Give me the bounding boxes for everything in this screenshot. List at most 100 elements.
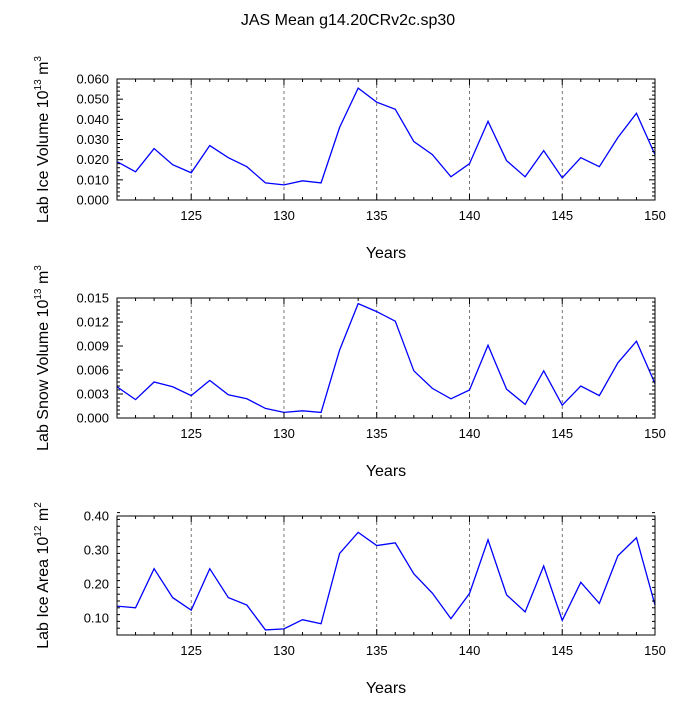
data-point [468,163,470,165]
y-tick-label: 0.012 [76,315,109,330]
data-point [264,182,266,184]
x-tick-label: 150 [644,643,666,658]
data-point [246,166,248,168]
data-point [264,407,266,409]
data-point [487,344,489,346]
data-point [580,385,582,387]
y-axis-label: Lab Snow Volume 1013 m3 [33,265,52,451]
data-point [209,568,211,570]
data-point [357,302,359,304]
data-point [338,349,340,351]
data-point [264,629,266,631]
data-point [617,136,619,138]
data-point [542,565,544,567]
data-point [524,176,526,178]
y-tick-label: 0.040 [76,112,109,127]
data-point [394,542,396,544]
data-point [320,411,322,413]
data-point [134,398,136,400]
y-tick-label: 0.10 [84,611,109,626]
data-point [413,370,415,372]
data-point [468,592,470,594]
data-point [227,156,229,158]
data-point [598,602,600,604]
y-tick-label: 0.000 [76,411,109,426]
data-point [617,362,619,364]
data-point [431,592,433,594]
x-tick-label: 135 [366,643,388,658]
data-point [153,568,155,570]
data-point [338,126,340,128]
x-tick-label: 150 [644,208,666,223]
data-point [394,108,396,110]
data-point [580,581,582,583]
data-point [301,410,303,412]
x-tick-label: 140 [459,426,481,441]
x-tick-label: 145 [551,208,573,223]
y-tick-label: 0.020 [76,152,109,167]
x-tick-label: 135 [366,426,388,441]
data-point [153,147,155,149]
y-tick-label: 0.050 [76,92,109,107]
series-line [116,302,656,414]
data-point [171,596,173,598]
data-point [357,87,359,89]
data-point [505,159,507,161]
x-tick-label: 125 [180,426,202,441]
y-tick-label: 0.015 [76,291,109,306]
data-point [376,310,378,312]
x-tick-label: 125 [180,208,202,223]
data-point [542,370,544,372]
data-point [598,394,600,396]
data-point [301,619,303,621]
y-tick-label: 0.030 [76,132,109,147]
y-axis-label: Lab Ice Volume 1013 m3 [33,56,52,223]
data-point [246,604,248,606]
plot-frame [116,515,656,636]
y-tick-label: 0.30 [84,543,109,558]
data-point [394,320,396,322]
data-point [450,176,452,178]
y-tick-label: 0.060 [76,72,109,87]
series-line [116,87,656,186]
data-point [171,386,173,388]
data-point [524,611,526,613]
data-point [561,404,563,406]
data-point [487,539,489,541]
x-tick-label: 150 [644,426,666,441]
data-point [542,149,544,151]
data-point [246,398,248,400]
data-point [283,184,285,186]
data-point [209,379,211,381]
data-point [598,166,600,168]
data-point [134,171,136,173]
y-tick-label: 0.009 [76,339,109,354]
data-point [413,573,415,575]
series-line [116,531,656,631]
data-point [227,596,229,598]
data-point [450,398,452,400]
y-tick-label: 0.40 [84,509,109,524]
y-tick-label: 0.003 [76,387,109,402]
x-axis-label: Years [366,463,406,480]
data-point [301,180,303,182]
data-point [190,172,192,174]
data-point [635,537,637,539]
data-point [580,156,582,158]
data-point [320,623,322,625]
data-point [190,609,192,611]
x-tick-label: 130 [273,643,295,658]
data-point [505,594,507,596]
x-tick-label: 140 [459,643,481,658]
x-tick-label: 125 [180,643,202,658]
y-tick-label: 0.20 [84,577,109,592]
x-tick-label: 145 [551,643,573,658]
y-tick-label: 0.006 [76,363,109,378]
y-tick-label: 0.010 [76,172,109,187]
y-tick-label: 0.000 [76,193,109,208]
data-point [561,177,563,179]
chart-title: JAS Mean g14.20CRv2c.sp30 [241,12,455,29]
plot-frame [116,78,656,201]
data-point [357,531,359,533]
